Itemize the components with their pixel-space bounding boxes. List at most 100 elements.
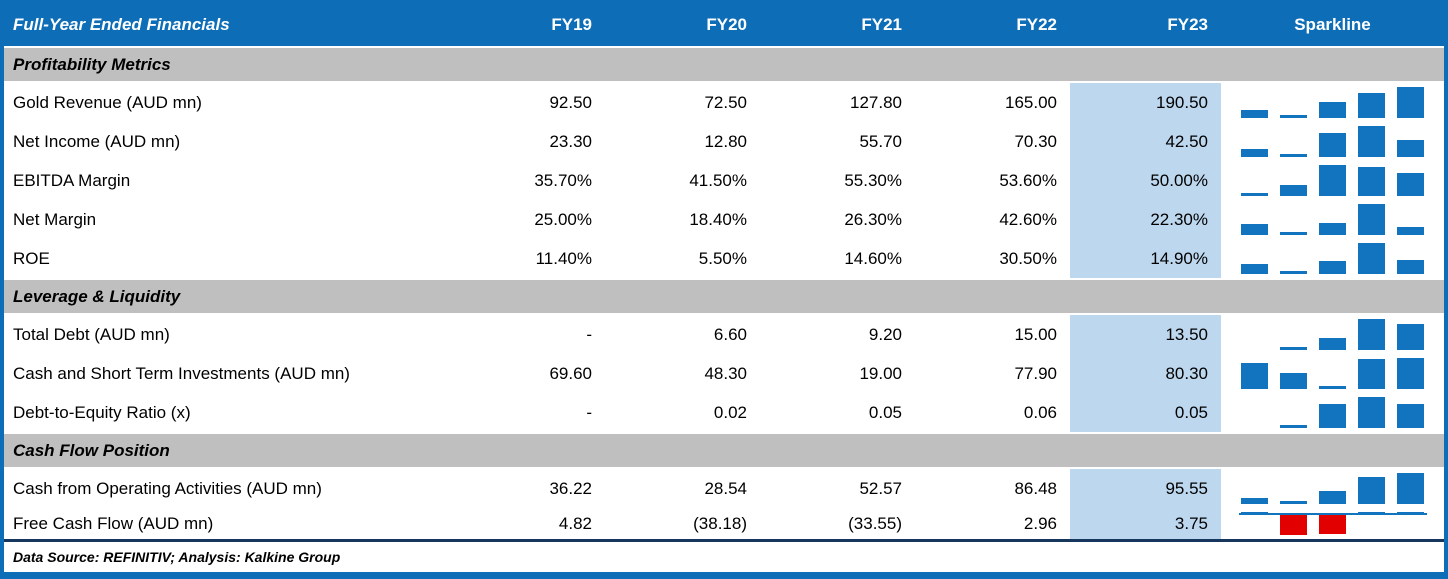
value-fy23: 22.30% [1070,200,1221,239]
value-fy20: 48.30 [704,363,747,383]
value-fy21: 55.30% [844,170,902,190]
row-label: Gold Revenue (AUD mn) [13,92,202,112]
section-header-profitability: Profitability Metrics [4,46,1444,83]
value-fy21: 52.57 [859,478,902,498]
sparkline-chart [1235,126,1431,157]
table-row-cash-from-ops: Cash from Operating Activities (AUD mn) … [4,469,1444,508]
table-row-ebitda-margin: EBITDA Margin 35.70% 41.50% 55.30% 53.60… [4,161,1444,200]
value-fy20: 12.80 [704,131,747,151]
value-fy22: 53.60% [999,170,1057,190]
sparkline-cell [1221,200,1444,239]
value-fy19: 23.30 [549,131,592,151]
row-label: ROE [13,248,50,268]
row-label: Free Cash Flow (AUD mn) [13,513,214,533]
value-fy23: 3.75 [1070,508,1221,539]
table-row-gold-revenue: Gold Revenue (AUD mn) 92.50 72.50 127.80… [4,83,1444,122]
column-header-fy22: FY22 [1016,15,1057,34]
value-fy21: 127.80 [850,92,902,112]
value-fy22: 15.00 [1014,324,1057,344]
value-fy21: 26.30% [844,209,902,229]
sparkline-chart [1235,473,1431,504]
value-fy20: 6.60 [713,324,747,344]
value-fy20: (38.18) [693,513,747,533]
table-row-net-margin: Net Margin 25.00% 18.40% 26.30% 42.60% 2… [4,200,1444,239]
value-fy19: 35.70% [534,170,592,190]
table-row-free-cash-flow: Free Cash Flow (AUD mn) 4.82 (38.18) (33… [4,508,1444,539]
row-label: Cash and Short Term Investments (AUD mn) [13,363,350,383]
column-header-sparkline: Sparkline [1294,15,1371,34]
sparkline-cell [1221,161,1444,200]
section-label: Cash Flow Position [13,440,170,460]
value-fy22: 165.00 [1005,92,1057,112]
value-fy19: 25.00% [534,209,592,229]
table-title: Full-Year Ended Financials [13,15,230,34]
section-label: Profitability Metrics [13,54,171,74]
value-fy20: 41.50% [689,170,747,190]
value-fy19: - [586,402,592,422]
column-header-fy19: FY19 [551,15,592,34]
value-fy20: 28.54 [704,478,747,498]
value-fy23: 13.50 [1070,315,1221,354]
value-fy20: 5.50% [698,248,747,268]
data-source-note: Data Source: REFINITIV; Analysis: Kalkin… [4,539,1444,572]
sparkline-chart [1235,319,1431,350]
value-fy19: 36.22 [549,478,592,498]
value-fy21: 14.60% [844,248,902,268]
section-header-leverage: Leverage & Liquidity [4,278,1444,315]
table-row-cash-sti: Cash and Short Term Investments (AUD mn)… [4,354,1444,393]
value-fy20: 0.02 [713,402,747,422]
value-fy22: 70.30 [1014,131,1057,151]
column-header-fy21: FY21 [861,15,902,34]
table-row-roe: ROE 11.40% 5.50% 14.60% 30.50% 14.90% [4,239,1444,278]
section-label: Leverage & Liquidity [13,286,181,306]
value-fy23: 50.00% [1070,161,1221,200]
sparkline-chart [1235,358,1431,389]
value-fy23: 0.05 [1070,393,1221,432]
value-fy22: 77.90 [1014,363,1057,383]
value-fy22: 86.48 [1014,478,1057,498]
sparkline-cell [1221,122,1444,161]
table-header-row: Full-Year Ended Financials FY19 FY20 FY2… [4,4,1444,46]
column-header-fy23: FY23 [1167,15,1208,34]
value-fy23: 42.50 [1070,122,1221,161]
value-fy21: 9.20 [868,324,902,344]
row-label: Debt-to-Equity Ratio (x) [13,402,191,422]
table-row-net-income: Net Income (AUD mn) 23.30 12.80 55.70 70… [4,122,1444,161]
row-label: Net Income (AUD mn) [13,131,181,151]
sparkline-chart [1235,511,1431,536]
value-fy21: 19.00 [859,363,902,383]
value-fy21: (33.55) [848,513,902,533]
sparkline-cell [1221,469,1444,508]
value-fy23: 80.30 [1070,354,1221,393]
sparkline-cell [1221,393,1444,432]
sparkline-chart [1235,87,1431,118]
value-fy21: 55.70 [859,131,902,151]
row-label: Cash from Operating Activities (AUD mn) [13,478,322,498]
sparkline-cell [1221,315,1444,354]
value-fy20: 72.50 [704,92,747,112]
value-fy19: 69.60 [549,363,592,383]
value-fy19: 92.50 [549,92,592,112]
sparkline-chart [1235,397,1431,428]
sparkline-chart [1235,165,1431,196]
value-fy22: 2.96 [1023,513,1057,533]
value-fy21: 0.05 [868,402,902,422]
value-fy19: 11.40% [535,248,592,268]
value-fy22: 42.60% [999,209,1057,229]
row-label: Net Margin [13,209,97,229]
row-label: Total Debt (AUD mn) [13,324,170,344]
value-fy19: 4.82 [558,513,592,533]
value-fy23: 14.90% [1070,239,1221,278]
row-label: EBITDA Margin [13,170,131,190]
value-fy22: 30.50% [999,248,1057,268]
value-fy22: 0.06 [1023,402,1057,422]
sparkline-cell [1221,83,1444,122]
table-row-debt-to-equity: Debt-to-Equity Ratio (x) - 0.02 0.05 0.0… [4,393,1444,432]
sparkline-cell [1221,239,1444,278]
section-header-cash-flow: Cash Flow Position [4,432,1444,469]
table-row-total-debt: Total Debt (AUD mn) - 6.60 9.20 15.00 13… [4,315,1444,354]
value-fy23: 190.50 [1070,83,1221,122]
sparkline-chart [1235,243,1431,274]
sparkline-chart [1235,204,1431,235]
